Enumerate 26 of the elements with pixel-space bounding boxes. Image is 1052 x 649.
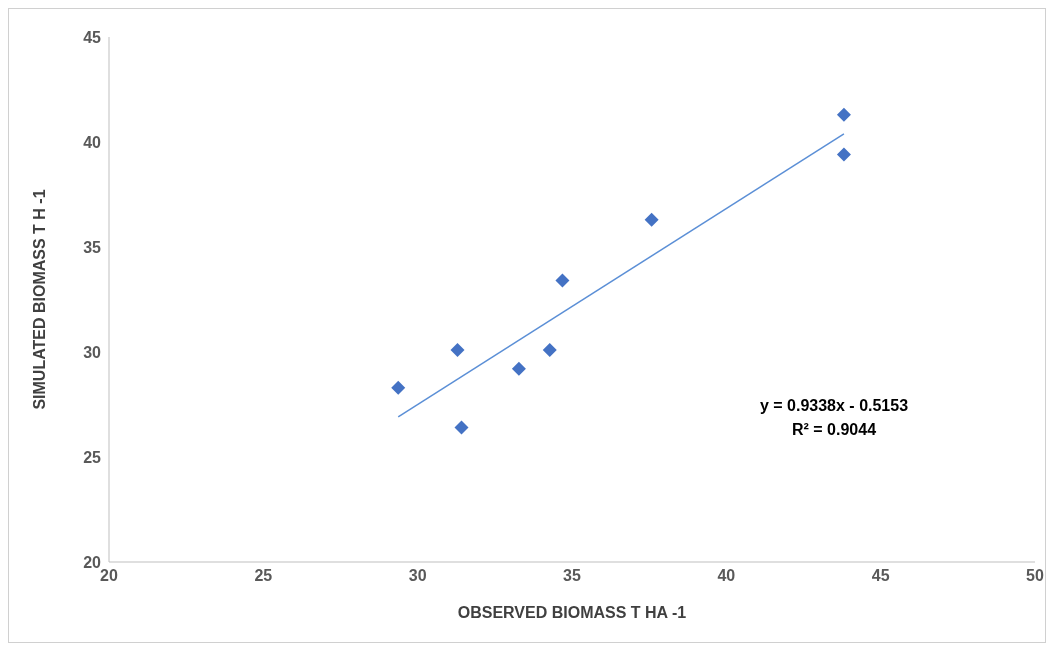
y-tick-label: 25 (83, 448, 102, 466)
point (511, 361, 526, 376)
x-tick-label: 25 (254, 567, 273, 585)
y-axis-title: SIMULATED BIOMASS T H -1 (30, 189, 48, 410)
x-tick-label: 45 (871, 567, 890, 585)
annotation: y = 0.9338x - 0.5153 (758, 396, 910, 416)
point (836, 107, 851, 122)
y-tick-label: 20 (83, 553, 102, 571)
y-tick-label: 40 (83, 133, 102, 151)
point (391, 380, 406, 395)
y-tick-label: 30 (83, 343, 102, 361)
point (555, 273, 570, 288)
x-tick-label: 30 (408, 567, 427, 585)
point (454, 420, 469, 435)
point (542, 342, 557, 357)
point (836, 147, 851, 162)
y-tick-label: 35 (83, 238, 102, 256)
x-axis-title: OBSERVED BIOMASS T HA -1 (457, 604, 687, 621)
x-tick-label: 35 (563, 567, 581, 585)
point (644, 212, 659, 227)
point (450, 342, 465, 357)
x-tick-label: 40 (717, 567, 736, 585)
x-tick-label: 50 (1026, 567, 1044, 585)
y-tick-label: 45 (83, 28, 102, 46)
x-tick-label: 20 (100, 567, 118, 585)
annotation: R² = 0.9044 (790, 420, 878, 440)
